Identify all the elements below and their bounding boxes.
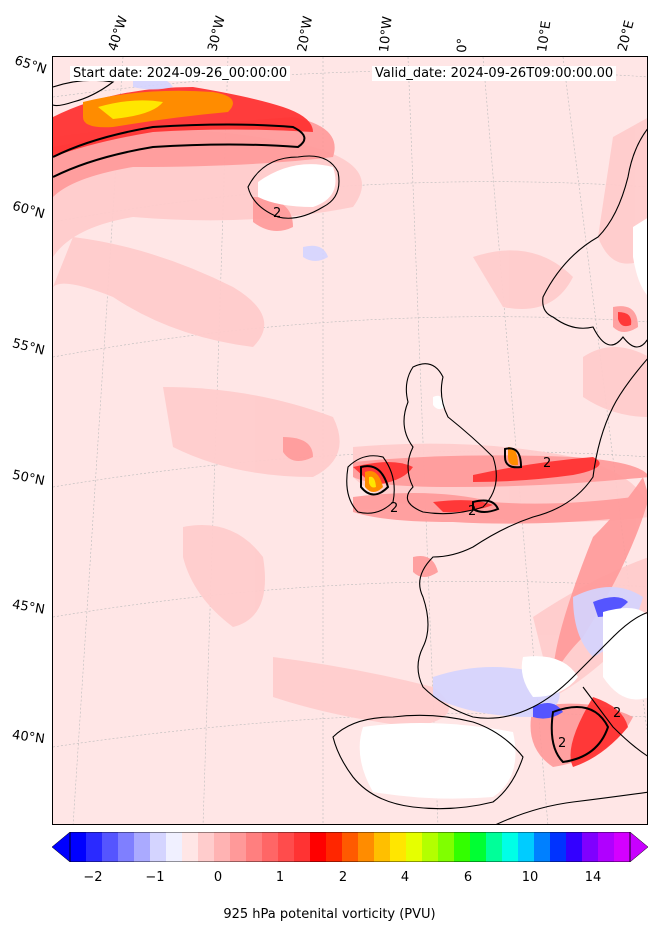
- colorbar-cell: [118, 832, 135, 862]
- colorbar-cell: [358, 832, 375, 862]
- colorbar-tick: −2: [83, 870, 103, 885]
- colorbar-min-extend: [52, 832, 71, 862]
- colorbar: [52, 832, 648, 862]
- colorbar-cell: [294, 832, 311, 862]
- colorbar-cell: [278, 832, 295, 862]
- colorbar-cell: [166, 832, 183, 862]
- colorbar-cell: [598, 832, 615, 862]
- colorbar-cell: [214, 832, 231, 862]
- colorbar-cell: [326, 832, 343, 862]
- colorbar-cell: [550, 832, 567, 862]
- lon-label-30w: 30°W: [205, 14, 229, 53]
- pv-peak-yellow: [98, 100, 376, 488]
- lon-label-20w: 20°W: [295, 15, 317, 54]
- valid-date-label: Valid_date: 2024-09-26T09:00:00.00: [372, 66, 617, 81]
- colorbar-cell: [454, 832, 471, 862]
- colorbar-cell: [86, 832, 103, 862]
- colorbar-cell: [262, 832, 279, 862]
- colorbar-cell: [582, 832, 599, 862]
- colorbar-cell: [310, 832, 327, 862]
- coastlines: [53, 79, 647, 824]
- lon-label-10e: 10°E: [535, 19, 555, 53]
- lat-label-60n: 60°N: [10, 198, 47, 223]
- colorbar-cell: [534, 832, 551, 862]
- lon-label-20e: 20°E: [615, 19, 638, 53]
- pv-negative-strong: [533, 597, 628, 719]
- colorbar-cell: [502, 832, 519, 862]
- colorbar-cell: [518, 832, 535, 862]
- contour-label: 2: [543, 456, 551, 471]
- colorbar-tick: 10: [521, 870, 539, 885]
- lon-label-40w: 40°W: [105, 14, 132, 53]
- colorbar-cell: [470, 832, 487, 862]
- contour-labels: 2 2 2 2 2 2: [273, 206, 621, 751]
- contour-label: 2: [613, 706, 621, 721]
- map-panel: 2 2 2 2 2 2: [52, 56, 648, 825]
- colorbar-cell: [342, 832, 359, 862]
- colorbar-cell: [374, 832, 391, 862]
- colorbar-cell: [406, 832, 423, 862]
- lat-label-50n: 50°N: [10, 467, 46, 490]
- colorbar-cell: [614, 832, 631, 862]
- colorbar-cell: [438, 832, 455, 862]
- contour-label: 2: [468, 504, 476, 519]
- contour-label: 2: [273, 206, 281, 221]
- colorbar-cells: [70, 832, 631, 862]
- lon-label-10w: 10°W: [377, 15, 396, 54]
- colorbar-tick: 14: [584, 870, 602, 885]
- pv-field: 2 2 2 2 2 2: [53, 57, 647, 824]
- colorbar-tick: 1: [275, 870, 285, 885]
- lon-label-0: 0°: [455, 37, 471, 53]
- colorbar-tick: 2: [338, 870, 348, 885]
- pv2-contours: [53, 123, 610, 764]
- colorbar-tick: −1: [145, 870, 165, 885]
- lat-label-65n: 65°N: [12, 53, 49, 78]
- contour-label: 2: [558, 736, 566, 751]
- colorbar-cell: [102, 832, 119, 862]
- colorbar-tick: 4: [400, 870, 410, 885]
- start-date-label: Start date: 2024-09-26_00:00:00: [70, 66, 291, 81]
- colorbar-cell: [422, 832, 439, 862]
- colorbar-cell: [390, 832, 407, 862]
- colorbar-cell: [150, 832, 167, 862]
- colorbar-cell: [246, 832, 263, 862]
- lat-label-45n: 45°N: [10, 597, 46, 618]
- colorbar-tick: 6: [463, 870, 473, 885]
- terrain-mask: [258, 164, 647, 799]
- colorbar-max-extend: [629, 832, 648, 862]
- colorbar-tick: 0: [213, 870, 223, 885]
- lat-label-55n: 55°N: [10, 336, 47, 359]
- lat-label-40n: 40°N: [11, 727, 46, 748]
- colorbar-cell: [70, 832, 87, 862]
- contour-label: 2: [390, 501, 398, 516]
- colorbar-label: 925 hPa potenital vorticity (PVU): [223, 907, 436, 922]
- colorbar-cell: [182, 832, 199, 862]
- colorbar-cell: [198, 832, 215, 862]
- colorbar-cell: [486, 832, 503, 862]
- colorbar-cell: [134, 832, 151, 862]
- colorbar-cell: [566, 832, 583, 862]
- colorbar-cell: [230, 832, 247, 862]
